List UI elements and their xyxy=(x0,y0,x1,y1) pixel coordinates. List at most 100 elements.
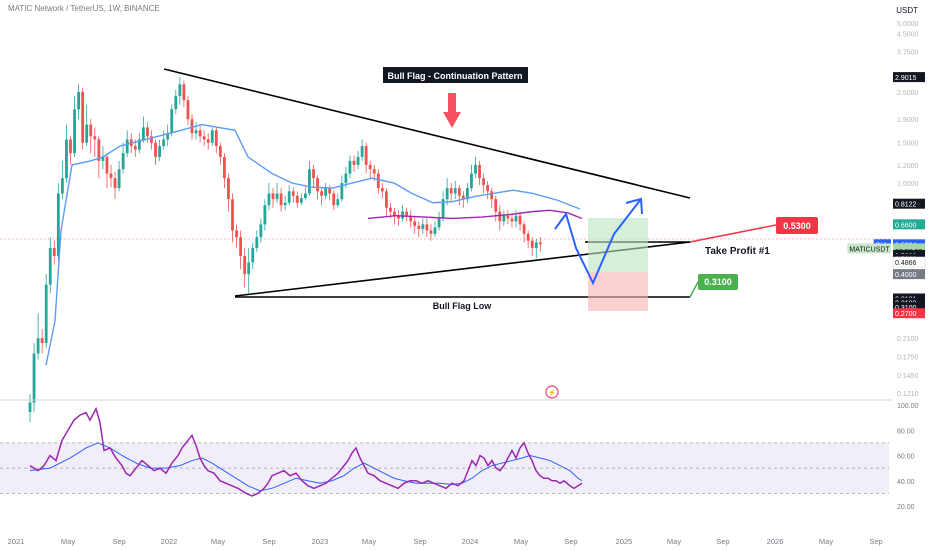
rsi-tick-label: 80.00 xyxy=(897,428,915,435)
candle-body xyxy=(461,195,465,200)
price-tick-label: 0.2100 xyxy=(897,336,919,343)
candle-body xyxy=(389,207,392,212)
candle-body xyxy=(530,240,534,249)
candle-body xyxy=(93,136,97,140)
stop-connector xyxy=(689,281,699,298)
candle-body xyxy=(409,215,413,222)
candle-body xyxy=(113,178,117,189)
candle-body xyxy=(538,242,542,245)
candle-body xyxy=(304,193,307,199)
candle-body xyxy=(190,119,194,134)
candle-body xyxy=(312,169,315,179)
time-tick-label: May xyxy=(667,537,681,546)
candle-body xyxy=(534,242,538,249)
flag-low-label: Bull Flag Low xyxy=(433,301,492,311)
currency-label: USDT xyxy=(896,6,918,15)
candle-body xyxy=(206,139,210,143)
candle-body xyxy=(417,225,421,229)
time-tick-label: 2022 xyxy=(161,537,178,546)
price-tick-label: 3.7500 xyxy=(897,50,919,57)
rsi-tick-label: 100.00 xyxy=(897,403,919,410)
candle-body xyxy=(97,139,101,161)
price-tick-label: 0.1450 xyxy=(897,373,919,380)
price-tick-label: 2.5000 xyxy=(897,90,919,97)
time-tick-label: May xyxy=(61,537,75,546)
projection-path xyxy=(554,198,642,286)
candle-body xyxy=(109,173,113,179)
candle-body xyxy=(308,169,311,194)
candle-body xyxy=(522,224,526,234)
candle-body xyxy=(158,146,161,157)
candle-body xyxy=(502,215,506,222)
price-tag-box xyxy=(847,243,891,254)
candle-body xyxy=(393,211,396,216)
candle-body xyxy=(441,199,445,219)
candle-body xyxy=(356,156,360,165)
candle-body xyxy=(101,156,105,161)
candle-body xyxy=(449,188,453,194)
candle-body xyxy=(146,127,149,137)
candle-body xyxy=(466,188,469,200)
candle-body xyxy=(518,215,522,225)
candle-body xyxy=(271,193,275,200)
price-axis: 5.00004.50003.75003.00002.50001.90001.50… xyxy=(847,21,926,398)
price-label-text: 0.2700 xyxy=(895,311,917,318)
candle-body xyxy=(150,136,153,143)
candle-body xyxy=(401,211,404,219)
symbol-header: MATIC Network / TetherUS, 1W, BINANCE xyxy=(8,4,160,13)
candle-body xyxy=(413,221,417,226)
candle-body xyxy=(251,248,255,263)
candle-body xyxy=(474,164,477,174)
candle-body xyxy=(137,139,141,150)
candle-body xyxy=(320,191,323,196)
candle-body xyxy=(494,199,498,212)
price-label-text: 0.8122 xyxy=(895,202,917,209)
candle-body xyxy=(73,109,76,154)
candle-body xyxy=(231,199,234,231)
candle-body xyxy=(453,188,457,194)
candle-body xyxy=(478,164,481,179)
candle-body xyxy=(360,146,364,157)
target-callout xyxy=(776,217,818,234)
event-marker-glyph: ⚡ xyxy=(548,388,557,397)
candle-body xyxy=(526,233,530,241)
candle-body xyxy=(243,255,247,275)
candle-body xyxy=(283,202,287,206)
rsi-line xyxy=(29,406,583,497)
price-tag-text: MATICUSDT xyxy=(849,246,890,253)
time-tick-label: 2026 xyxy=(767,537,784,546)
candle-body xyxy=(506,215,510,219)
candle-body xyxy=(263,205,267,225)
candle-body xyxy=(210,130,214,143)
upper-trendline xyxy=(163,68,691,199)
pattern-title: Bull Flag - Continuation Pattern xyxy=(388,71,523,81)
stop-callout-text: 0.3100 xyxy=(704,277,732,287)
price-tick-label: 1.0000 xyxy=(897,181,919,188)
candle-body xyxy=(279,193,283,206)
candle-body xyxy=(287,191,291,203)
candle-body xyxy=(470,173,473,189)
stop-callout xyxy=(698,274,738,290)
candle-body xyxy=(372,169,376,174)
candle-body xyxy=(194,130,198,134)
candle-body xyxy=(125,139,129,154)
rsi-tick-label: 60.00 xyxy=(897,454,915,461)
price-label-box xyxy=(892,256,926,268)
candle-body xyxy=(275,193,279,200)
time-axis: 2021 May Sep 2022 May Sep 2023 May Sep 2024 May Sep… xyxy=(8,537,883,546)
candle-body xyxy=(65,139,68,179)
trendline-drawings: Bull Flag - Continuation Pattern Take Pr… xyxy=(163,67,818,399)
candle-body xyxy=(429,230,433,234)
time-tick-label: 2024 xyxy=(462,537,479,546)
candle-body xyxy=(514,215,518,222)
candle-body xyxy=(340,183,344,200)
price-tick-label: 1.5000 xyxy=(897,141,919,148)
rsi-tick-label: 20.00 xyxy=(897,504,915,511)
down-arrow-head xyxy=(443,112,461,128)
candle-body xyxy=(255,237,259,249)
candle-body xyxy=(89,124,93,137)
candle-body xyxy=(247,262,251,275)
candlestick-series xyxy=(28,77,542,423)
candle-body xyxy=(40,338,44,344)
